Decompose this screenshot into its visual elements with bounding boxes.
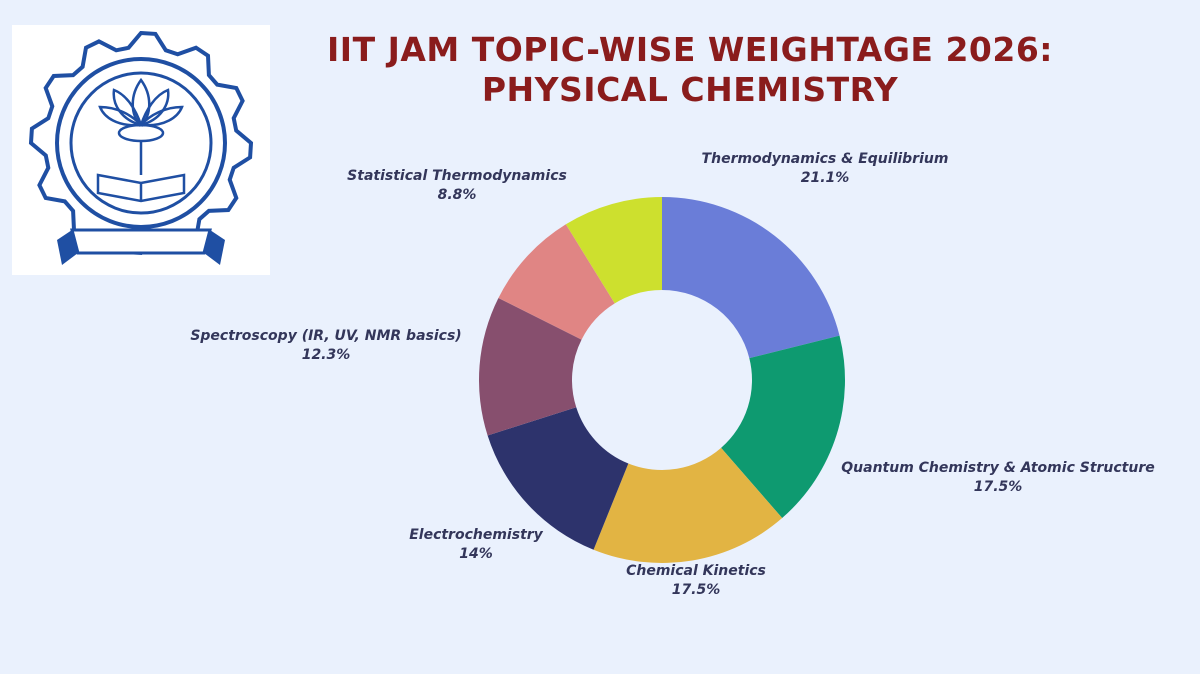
slice-label: Spectroscopy (IR, UV, NMR basics) 12.3%: [190, 327, 461, 365]
slice-label-name: Quantum Chemistry & Atomic Structure: [841, 460, 1155, 476]
slice-label-value: 21.1%: [800, 170, 850, 186]
slice-thermodynamics-equilibrium: [662, 197, 840, 359]
slice-label-name: Statistical Thermodynamics: [347, 168, 567, 184]
slice-spectroscopy-ir-uv-nmr-basics: [479, 297, 582, 436]
slice-label: Thermodynamics & Equilibrium 21.1%: [702, 150, 949, 188]
title-line-2: PHYSICAL CHEMISTRY: [481, 70, 899, 109]
slice-quantum-chemistry-atomic-structure: [721, 335, 845, 519]
slice-chemical-kinetics: [593, 447, 783, 563]
slice-unlabeled: [498, 224, 615, 340]
slice-label-name: Chemical Kinetics: [626, 563, 766, 579]
slice-label: Electrochemistry 14%: [409, 526, 543, 564]
chart-title: IIT JAM TOPIC-WISE WEIGHTAGE 2026: PHYSI…: [300, 30, 1080, 110]
slice-electrochemistry: [487, 407, 629, 550]
slice-label: Chemical Kinetics 17.5%: [626, 562, 766, 600]
slice-label: Quantum Chemistry & Atomic Structure 17.5…: [841, 459, 1154, 497]
slice-label-name: Spectroscopy (IR, UV, NMR basics): [190, 328, 462, 344]
slice-label: Statistical Thermodynamics 8.8%: [347, 167, 567, 205]
slice-label-value: 17.5%: [671, 582, 721, 598]
slice-label-value: 14%: [459, 546, 493, 562]
title-line-1: IIT JAM TOPIC-WISE WEIGHTAGE 2026:: [327, 30, 1053, 69]
slice-label-value: 17.5%: [973, 479, 1023, 495]
slice-label-name: Thermodynamics & Equilibrium: [701, 151, 949, 167]
iit-bombay-logo: [12, 25, 270, 275]
slice-label-value: 8.8%: [437, 187, 477, 203]
slice-label-name: Electrochemistry: [409, 527, 543, 543]
slice-statistical-thermodynamics: [565, 197, 662, 304]
slice-label-value: 12.3%: [301, 347, 351, 363]
